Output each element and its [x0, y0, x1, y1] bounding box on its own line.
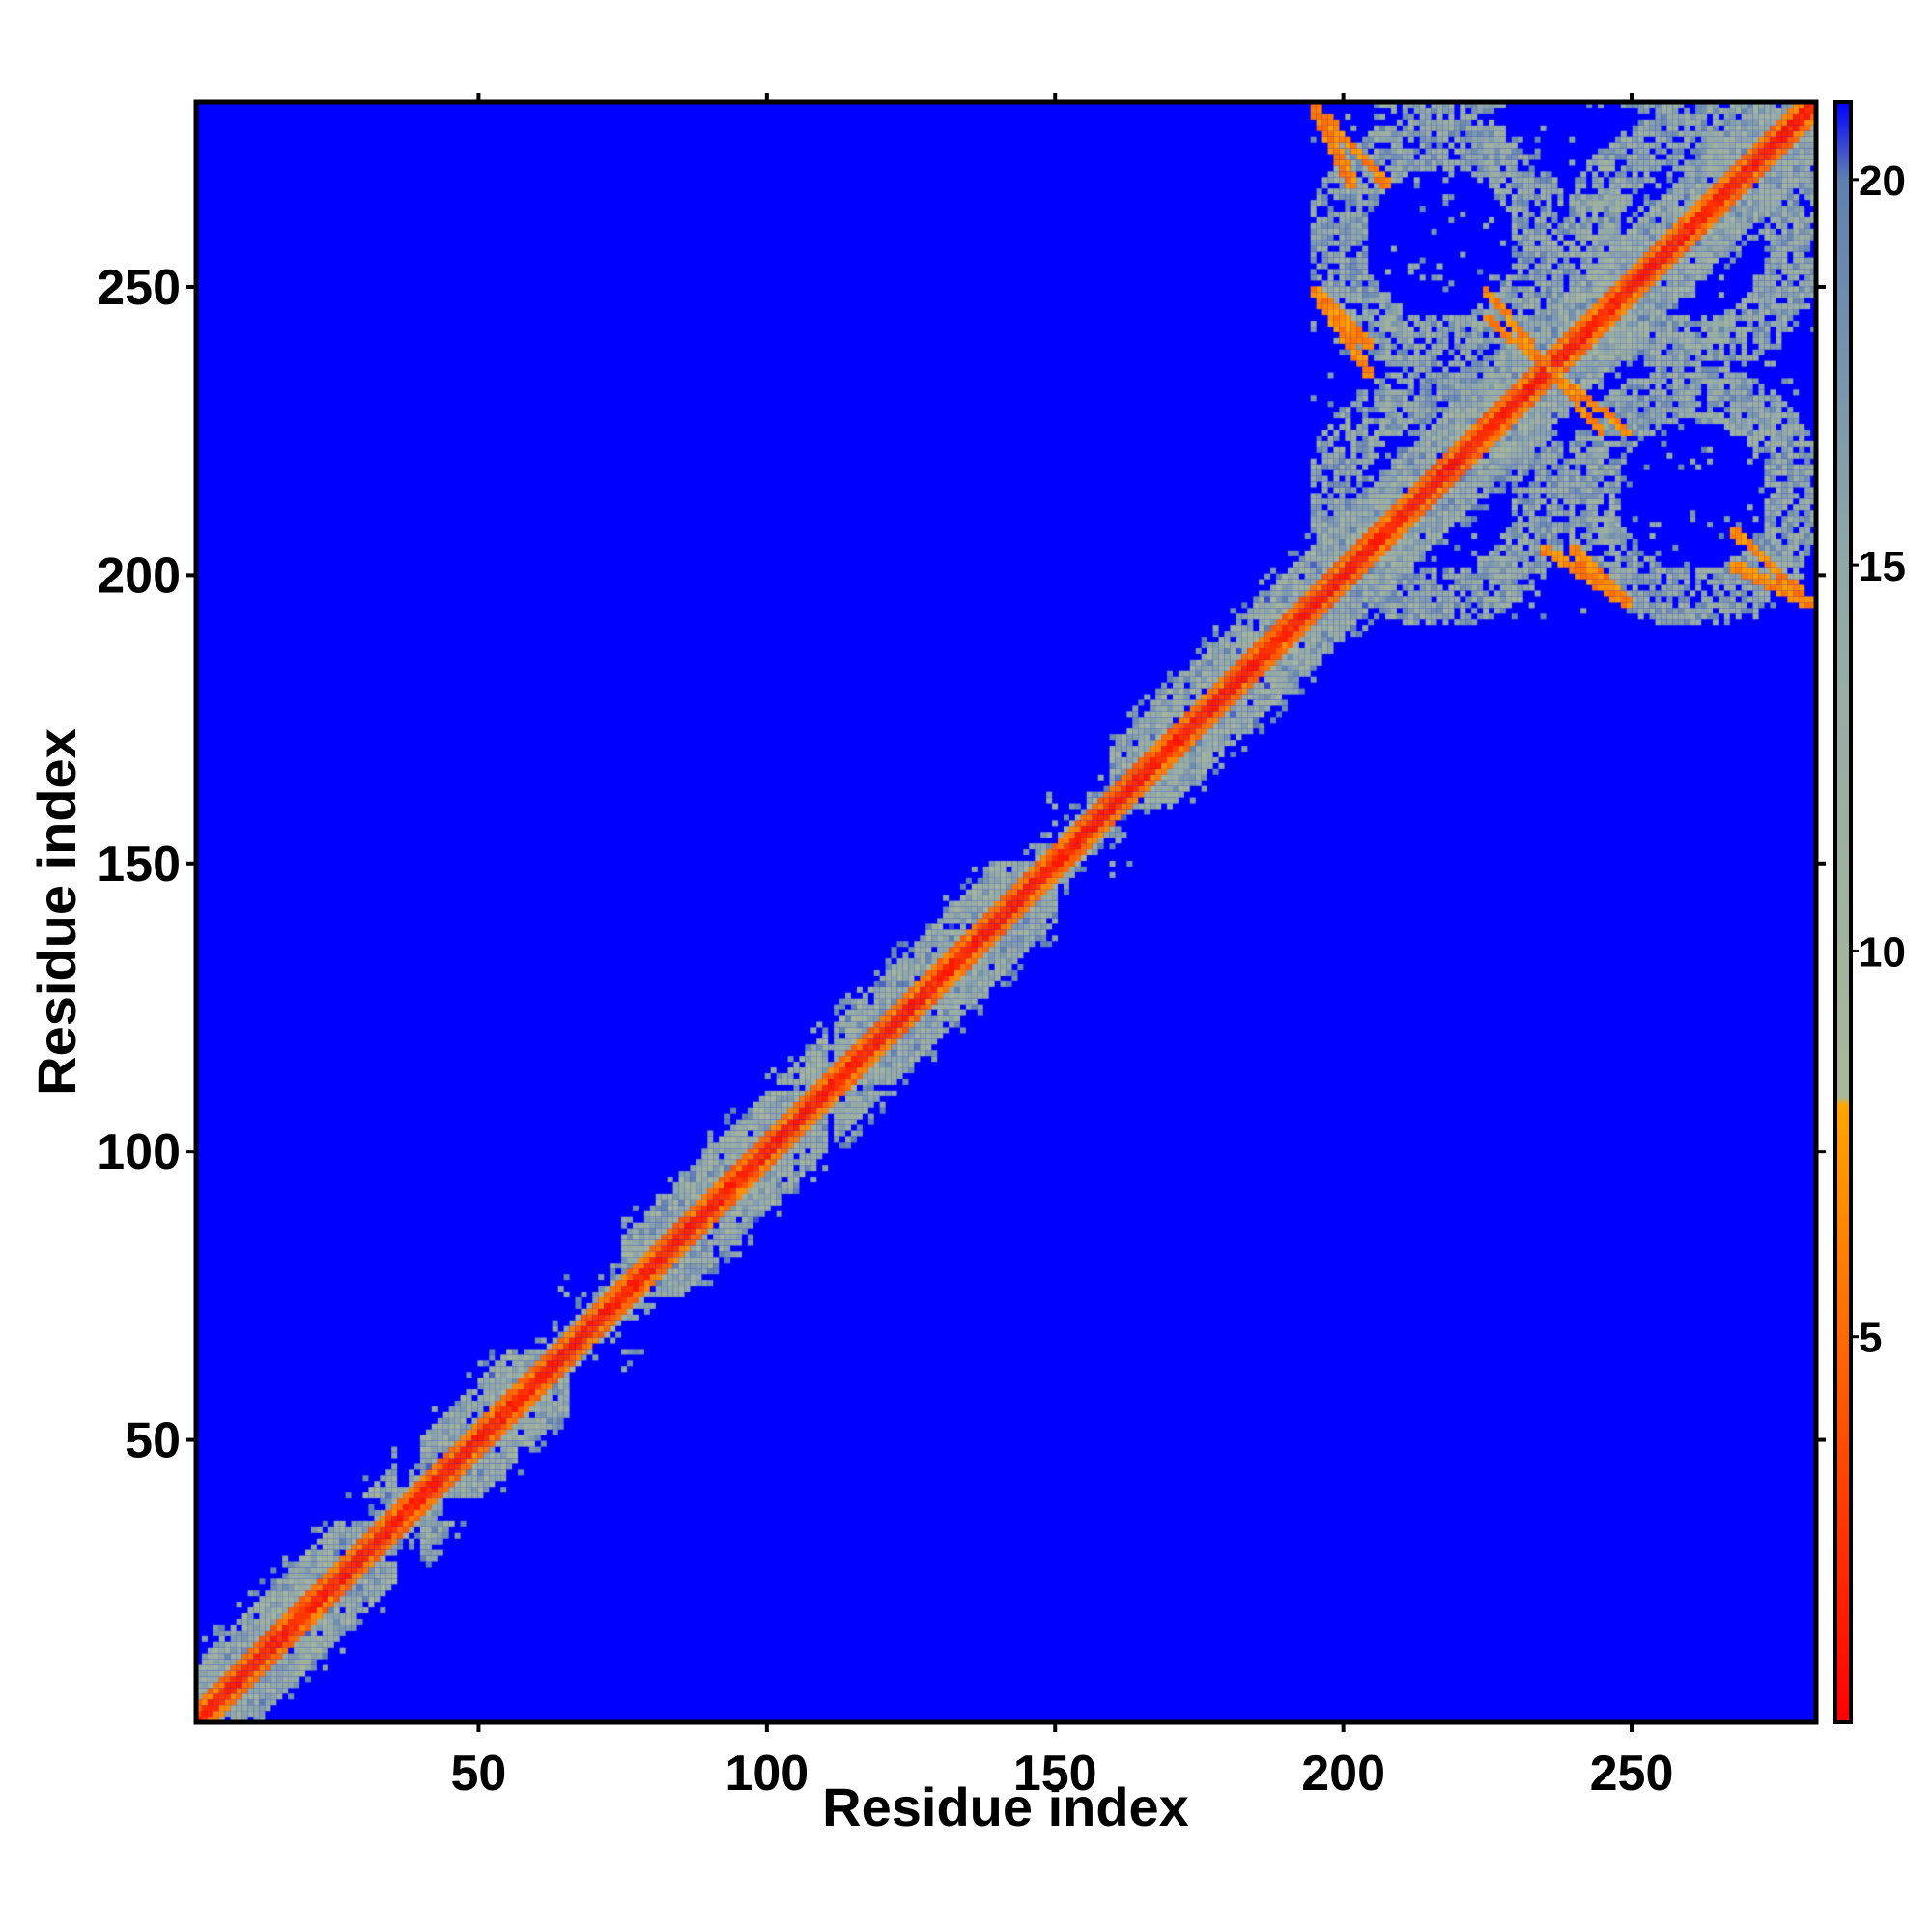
- heatmap-cells: [196, 102, 1816, 1722]
- y-tick-label: 50: [125, 1413, 181, 1469]
- y-tick-label: 200: [97, 548, 181, 604]
- y-axis-title: Residue index: [26, 728, 87, 1095]
- colorbar-tick-label: 10: [1859, 928, 1906, 976]
- heatmap-area: [193, 99, 1819, 1725]
- x-tick-label: 100: [724, 1746, 809, 1802]
- x-axis-title: Residue index: [822, 1776, 1189, 1837]
- y-axis: 50 100 150 200 250: [97, 260, 1826, 1469]
- colorbar-tick-label: 5: [1859, 1315, 1882, 1362]
- y-tick-label: 100: [97, 1124, 181, 1180]
- y-tick-label: 150: [97, 837, 181, 893]
- colorbar-bar: [1833, 100, 1853, 1724]
- colorbar-ticks: 5 10 15 20: [1851, 157, 1906, 1362]
- x-axis: 50 100 150 200 250: [451, 93, 1674, 1802]
- colorbar-tick-label: 20: [1859, 157, 1906, 205]
- colorbar-tick-label: 15: [1859, 543, 1906, 590]
- x-tick-label: 250: [1590, 1746, 1674, 1802]
- x-tick-label: 150: [1013, 1746, 1097, 1802]
- heatmap-canvas-holder: [196, 102, 1816, 1722]
- x-tick-label: 200: [1301, 1746, 1385, 1802]
- x-tick-label: 50: [451, 1746, 507, 1802]
- colorbar: 5 10 15 20: [1833, 100, 1906, 1724]
- plot-frame: [193, 99, 1819, 1725]
- y-tick-label: 250: [97, 260, 181, 316]
